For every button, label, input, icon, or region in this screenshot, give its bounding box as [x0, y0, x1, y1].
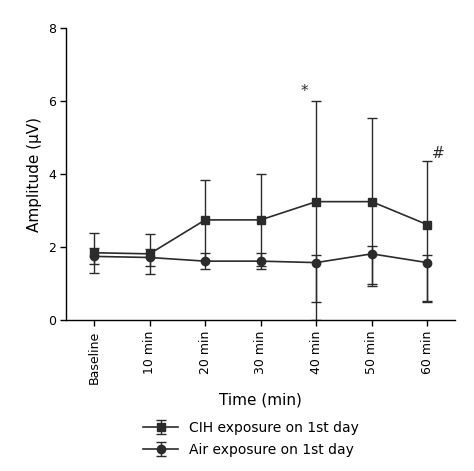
Text: #: #	[432, 146, 445, 162]
Y-axis label: Amplitude (μV): Amplitude (μV)	[27, 117, 42, 232]
Legend: CIH exposure on 1st day, Air exposure on 1st day: CIH exposure on 1st day, Air exposure on…	[137, 414, 366, 464]
Text: *: *	[300, 84, 308, 99]
X-axis label: Time (min): Time (min)	[219, 392, 302, 407]
